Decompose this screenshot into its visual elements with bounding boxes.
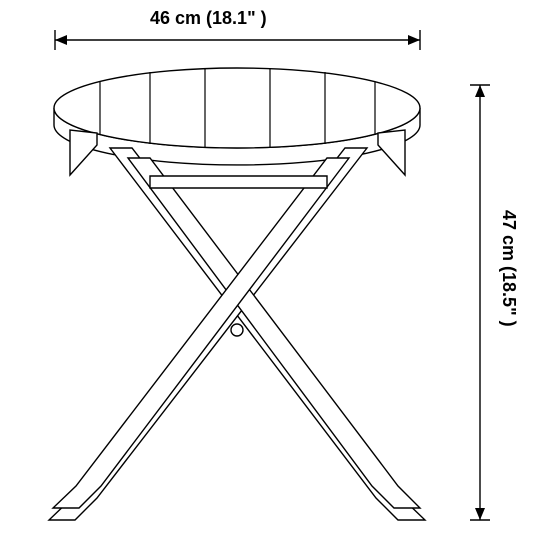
cross-pivot	[231, 324, 243, 336]
height-dimension-line	[470, 85, 490, 520]
stretchers	[150, 176, 327, 188]
tabletop-ellipse	[54, 68, 420, 148]
width-label: 46 cm (18.1" )	[150, 8, 267, 29]
height-label: 47 cm (18.5" )	[498, 210, 519, 327]
product-dimension-diagram: 46 cm (18.1" ) 47 cm (18.5" )	[0, 0, 550, 550]
diagram-svg	[0, 0, 550, 550]
width-dimension-line	[55, 30, 420, 50]
folding-table-drawing	[49, 68, 425, 520]
